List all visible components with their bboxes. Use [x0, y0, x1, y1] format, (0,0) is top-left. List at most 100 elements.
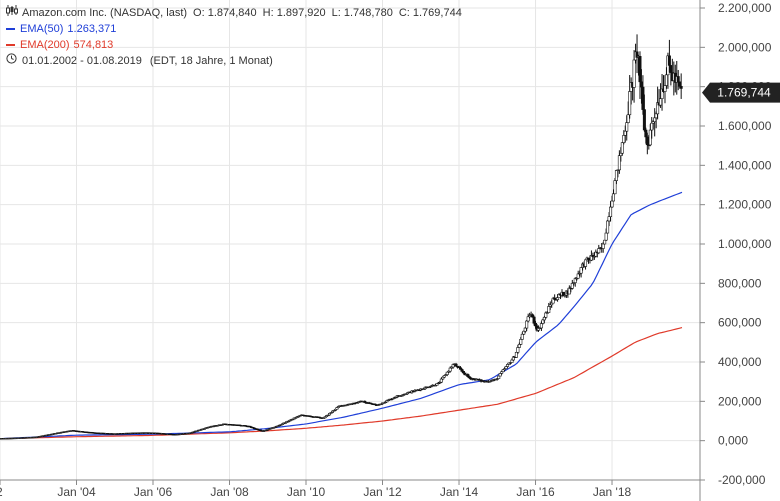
candle-body: [623, 130, 627, 136]
candle-body: [676, 76, 680, 83]
candle-body: [466, 374, 470, 377]
candle-body: [547, 306, 551, 313]
candle-body: [611, 193, 615, 202]
legend-title-row: Amazon.com Inc. (NASDAQ, last) O: 1.874,…: [6, 5, 462, 21]
candle-body: [625, 122, 629, 132]
candle-body: [445, 371, 449, 375]
candle-body: [664, 74, 668, 86]
candle-body: [542, 317, 546, 321]
candle-body: [526, 316, 530, 322]
candle-body: [648, 129, 652, 146]
candle-body: [534, 322, 538, 327]
x-tick-label: Jan '14: [440, 485, 479, 499]
candle-body: [606, 220, 610, 234]
y-tick-label: 200,000: [718, 394, 762, 408]
y-tick-label: 1.400,000: [718, 158, 772, 172]
candle-body: [613, 180, 617, 195]
candle-body: [601, 243, 605, 249]
candle-body: [498, 373, 502, 377]
candle-body: [506, 364, 510, 367]
candle-body: [679, 86, 683, 89]
candle-body: [642, 109, 646, 131]
candlestick-icon: [6, 5, 18, 21]
candle-body: [628, 91, 632, 116]
candle-body: [641, 86, 645, 110]
candle-body: [519, 339, 523, 345]
candle-body: [663, 85, 667, 92]
ema200-swatch: [6, 44, 15, 46]
candle-body: [639, 81, 643, 88]
close-value: C: 1.769,744: [398, 7, 462, 19]
x-axis: 02 Jan '04 Jan '06 Jan '08 Jan '10 Jan '12 Jan…: [0, 479, 700, 499]
candle-body: [609, 206, 613, 217]
chart-legend: Amazon.com Inc. (NASDAQ, last) O: 1.874,…: [6, 5, 462, 69]
candle-body: [597, 248, 601, 254]
candle-body: [584, 259, 588, 267]
candle-body: [638, 56, 642, 83]
candle-body: [653, 117, 657, 122]
candle-body: [531, 314, 535, 318]
candle-body: [604, 232, 608, 241]
x-tick-label: Jan '18: [593, 485, 632, 499]
candle-body: [610, 200, 614, 208]
x-tick-label: Jan '04: [57, 485, 96, 499]
candle-body: [617, 155, 621, 171]
grid-lines: [0, 0, 700, 481]
high-value: H: 1.897,920: [262, 7, 326, 19]
ema50-name: EMA(50): [20, 23, 64, 35]
candle-body: [517, 344, 521, 348]
last-price-label: 1.769,744: [717, 86, 771, 100]
ema200-name: EMA(200): [20, 39, 70, 51]
candle-body: [622, 135, 626, 143]
candle-body: [659, 98, 663, 106]
x-tick-label: Jan '10: [287, 485, 326, 499]
candle-body: [523, 327, 527, 332]
legend-ema200-row[interactable]: EMA(200) 574,813: [6, 37, 462, 53]
candle-body: [632, 59, 636, 88]
candle-body: [570, 282, 574, 289]
candle-body: [619, 152, 623, 156]
open-value: O: 1.874,840: [193, 7, 257, 19]
candle-body: [607, 216, 611, 222]
candle-body: [439, 378, 443, 383]
low-value: L: 1.748,780: [331, 7, 393, 19]
y-axis: -200,000 0,000 200,000 400,000 600,000 800,00…: [699, 0, 772, 501]
y-tick-label: 1.200,000: [718, 198, 772, 212]
candle-body: [539, 323, 543, 329]
candles: [0, 34, 683, 440]
candle-body: [510, 359, 514, 363]
last-price-tag: [702, 82, 780, 103]
ema200-path: [0, 327, 683, 440]
ema200-value: 574,813: [73, 39, 114, 51]
candle-body: [626, 114, 630, 123]
x-tick-label: Jan '12: [363, 485, 402, 499]
range-info: (EDT, 18 Jahre, 1 Monat): [149, 55, 273, 67]
y-tick-label: 2.000,000: [718, 40, 772, 54]
y-tick-label: 0,000: [718, 434, 748, 448]
y-tick-label: 2.200,000: [718, 1, 772, 15]
candle-body: [614, 169, 618, 181]
candle-body: [541, 319, 545, 324]
candle-body: [603, 239, 607, 245]
y-tick-label: -200,000: [718, 473, 766, 487]
legend-ema50-row[interactable]: EMA(50) 1.263,371: [6, 21, 462, 37]
candle-body: [620, 142, 624, 154]
y-tick-label: 1.600,000: [718, 119, 772, 133]
y-tick-label: 1.000,000: [718, 237, 772, 251]
candle-body: [579, 267, 583, 274]
legend-range-row: 01.01.2002 - 01.08.2019 (EDT, 18 Jahre, …: [6, 53, 462, 69]
candle-body: [497, 375, 501, 379]
instrument-title: Amazon.com Inc. (NASDAQ, last): [22, 7, 188, 19]
candle-body: [454, 363, 458, 367]
candle-body: [448, 367, 452, 372]
candle-body: [522, 330, 526, 335]
candle-body: [532, 316, 536, 324]
candle-body: [669, 65, 673, 73]
clock-icon: [6, 53, 18, 69]
candle-body: [504, 366, 508, 370]
candle-body: [667, 55, 671, 66]
y-tick-label: 800,000: [718, 276, 762, 290]
date-range: 01.01.2002 - 01.08.2019: [22, 55, 142, 67]
candle-body: [645, 136, 649, 146]
